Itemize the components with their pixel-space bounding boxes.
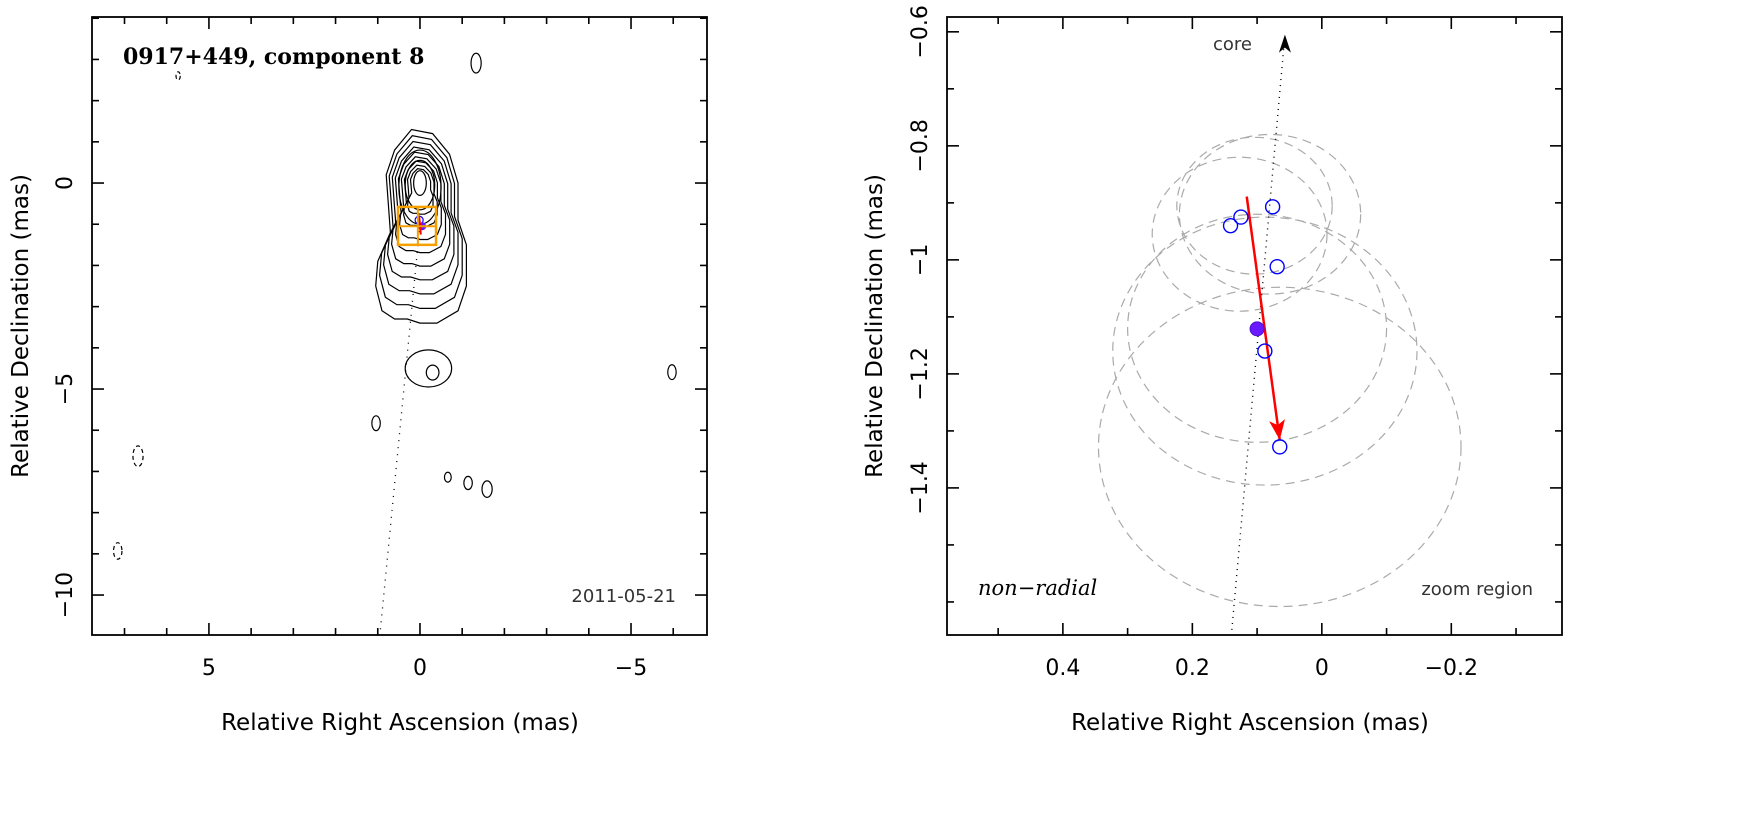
x-tick-label: 5 [202,656,216,681]
component-position-point [1222,217,1239,234]
y-tick-label: −1 [908,244,933,276]
error-circle [1178,133,1362,295]
x-tick-label: 0 [413,656,427,681]
error-circle [1151,156,1328,312]
x-tick-label: −5 [615,656,647,681]
component-position-point [1264,199,1281,215]
source-title: 0917+449, component 8 [123,44,424,70]
right-y-axis-title: Relative Declination (mas) [862,174,888,478]
zoom-contents [1097,34,1462,630]
contour-island [175,71,181,81]
x-tick-label: 0 [1315,656,1329,681]
motion-vector [1245,196,1281,441]
right-x-axis-title: Relative Right Ascension (mas) [1071,710,1429,736]
right-ticks: 0.4 0.2 0 −0.2 −0.6 −0.8 −1 −1.2 −1.4 [908,5,1562,681]
zoom-region-label: zoom region [1421,579,1533,600]
y-tick-label: −10 [53,572,78,618]
component-position-point [1233,209,1249,225]
component-position-point [1257,343,1273,359]
contour-island [667,364,677,381]
contour-island [132,445,144,468]
core-contour [404,159,436,211]
error-circle [1176,136,1333,275]
left-ticks: 5 0 −5 0 −5 −10 [53,17,707,681]
epoch-date-label: 2011-05-21 [571,586,676,607]
zoom-plot-area [1097,34,1462,630]
contour-island [463,475,473,491]
contour-level [394,156,447,254]
contour-island [443,471,452,483]
contour-island [371,415,381,432]
error-circle [1127,213,1388,443]
contour-island [481,480,493,498]
y-tick-label: −1.4 [908,461,933,514]
y-tick-label: −0.8 [908,119,933,172]
contour-island [470,52,482,74]
contour-level [390,151,451,267]
core-arrowhead-icon [1278,34,1291,53]
contour-level [398,160,442,241]
x-tick-label: 0.4 [1045,656,1080,681]
non-radial-label: non−radial [978,576,1097,600]
right-panel-zoom-region: 0.4 0.2 0 −0.2 −0.6 −0.8 −1 −1.2 −1.4 core non−r… [862,5,1563,736]
left-plot-frame [91,16,708,636]
motion-arrowhead-icon [1269,419,1285,441]
x-tick-label: 0.2 [1175,656,1210,681]
left-panel-contour-map: 5 0 −5 0 −5 −10 0917+449, component 8 2011-05… [8,16,708,736]
contour-level [382,140,459,295]
contour-level [406,168,434,215]
core-label: core [1213,34,1252,55]
contour-island [425,364,440,381]
contour-level [378,135,463,309]
error-circle [1097,286,1462,608]
y-tick-label: −0.6 [908,5,933,58]
contour-plot-area [112,52,677,636]
y-tick-label: −5 [53,373,78,405]
motion-vector [418,215,422,235]
error-circle [1112,216,1418,486]
y-tick-label: 0 [53,176,78,190]
component-position-point [1269,259,1285,275]
mean-position-point [1249,321,1265,337]
contour-level [375,128,467,324]
right-plot-frame [946,16,1563,636]
x-tick-label: −0.2 [1425,656,1478,681]
y-tick-label: −1.2 [908,347,933,400]
contour-island [112,542,123,560]
left-x-axis-title: Relative Right Ascension (mas) [221,710,579,736]
component-position-point [1272,439,1288,455]
core-contour [413,170,427,196]
ridge-dotted-line [379,224,421,636]
left-y-axis-title: Relative Declination (mas) [8,174,34,478]
contour-island [404,349,453,388]
